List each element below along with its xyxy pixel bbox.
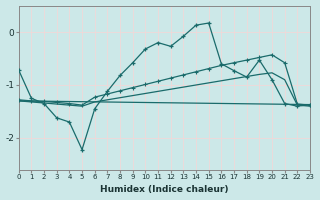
X-axis label: Humidex (Indice chaleur): Humidex (Indice chaleur) xyxy=(100,185,228,194)
